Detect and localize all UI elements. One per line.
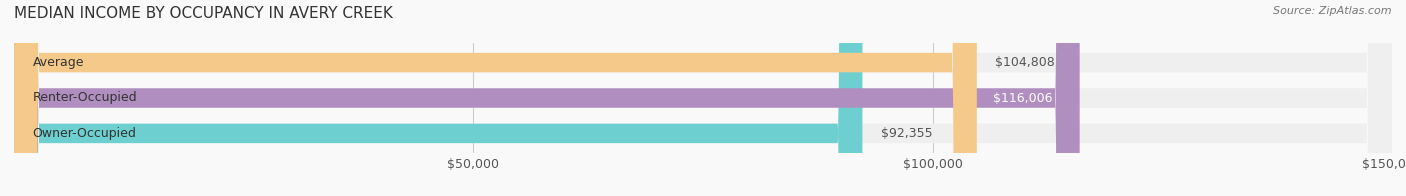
Text: $104,808: $104,808 (995, 56, 1054, 69)
Text: $92,355: $92,355 (880, 127, 932, 140)
FancyBboxPatch shape (14, 0, 1392, 196)
Text: Renter-Occupied: Renter-Occupied (32, 92, 136, 104)
Text: $116,006: $116,006 (993, 92, 1052, 104)
FancyBboxPatch shape (14, 0, 862, 196)
Text: Source: ZipAtlas.com: Source: ZipAtlas.com (1274, 6, 1392, 16)
FancyBboxPatch shape (14, 0, 1080, 196)
FancyBboxPatch shape (14, 0, 977, 196)
FancyBboxPatch shape (14, 0, 1392, 196)
Text: Owner-Occupied: Owner-Occupied (32, 127, 136, 140)
Text: Average: Average (32, 56, 84, 69)
Text: MEDIAN INCOME BY OCCUPANCY IN AVERY CREEK: MEDIAN INCOME BY OCCUPANCY IN AVERY CREE… (14, 6, 392, 21)
FancyBboxPatch shape (14, 0, 1392, 196)
